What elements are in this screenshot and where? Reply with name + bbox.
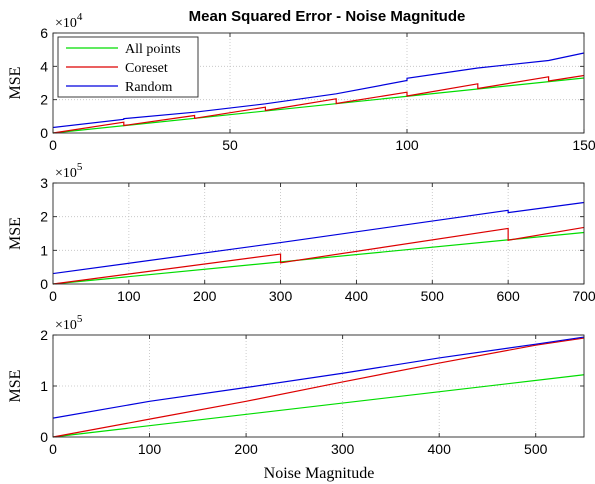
- x-tick-label: 200: [193, 288, 217, 304]
- y-tick-label: 6: [40, 25, 48, 41]
- axes-frame: [52, 32, 585, 134]
- x-tick-label: 100: [395, 137, 419, 153]
- x-tick-label: 100: [138, 441, 162, 457]
- chart-title: Mean Squared Error - Noise Magnitude: [189, 8, 466, 25]
- x-tick-label: 0: [49, 288, 57, 304]
- y-tick-label: 2: [40, 92, 48, 108]
- y-axis-exponent: ×105: [55, 313, 83, 333]
- series-line-all-points: [52, 77, 585, 134]
- legend: All points Coreset Random: [57, 36, 199, 98]
- x-axis-label: Noise Magnitude: [264, 465, 375, 482]
- x-tick-label: 700: [572, 288, 595, 304]
- subplot-2: 0 100 200 300 400 500 600 700 0 1 2 3 ×105 MSE: [7, 161, 595, 304]
- x-tick-label: 500: [421, 288, 445, 304]
- y-tick-label: 0: [40, 276, 48, 292]
- y-tick-label: 0: [40, 429, 48, 445]
- subplot-3: 0 100 200 300 400 500 0 1 2 ×105 MSE: [7, 313, 585, 457]
- x-tick-label: 400: [428, 441, 452, 457]
- x-tick-label: 400: [345, 288, 369, 304]
- axes-frame: [52, 182, 585, 285]
- legend-label: Random: [125, 80, 173, 95]
- series-line-all-points: [52, 231, 585, 285]
- series-line-random: [52, 201, 585, 275]
- y-axis-exponent: ×105: [55, 161, 83, 181]
- x-tick-label: 0: [49, 441, 57, 457]
- y-tick-label: 2: [40, 209, 48, 225]
- y-axis-exponent: ×104: [55, 11, 83, 31]
- legend-label: All points: [125, 42, 181, 57]
- y-axis-label: MSE: [7, 370, 24, 403]
- x-tick-label: 50: [222, 137, 238, 153]
- y-axis-exponent-power: 4: [77, 11, 83, 23]
- plot-area: [53, 335, 584, 437]
- x-tick-label: 300: [269, 288, 293, 304]
- y-tick-label: 4: [40, 58, 48, 74]
- series-line-random: [52, 52, 585, 129]
- x-tick-label: 500: [524, 441, 548, 457]
- subplot-1: 0 50 100 150 0 2 4 6 ×104 MSE All points Coreset Ran…: [7, 11, 595, 153]
- y-axis-label: MSE: [7, 67, 24, 100]
- plot-area: [53, 183, 584, 284]
- x-tick-label: 600: [496, 288, 520, 304]
- y-tick-label: 3: [40, 175, 48, 191]
- series-line-coreset: [52, 337, 585, 438]
- x-tick-label: 100: [117, 288, 141, 304]
- x-tick-label: 0: [49, 137, 57, 153]
- x-tick-label: 300: [331, 441, 355, 457]
- y-tick-label: 2: [40, 327, 48, 343]
- series-line-coreset: [52, 74, 585, 134]
- x-tick-label: 150: [572, 137, 595, 153]
- y-axis-label: MSE: [7, 217, 24, 250]
- series-line-random: [52, 336, 585, 419]
- y-axis-exponent-power: 5: [77, 313, 83, 325]
- y-tick-label: 0: [40, 125, 48, 141]
- y-tick-label: 1: [40, 378, 48, 394]
- series-line-all-points: [52, 374, 585, 438]
- series-line-coreset: [52, 226, 585, 285]
- y-axis-exponent-power: 5: [77, 161, 83, 173]
- x-tick-label: 200: [234, 441, 258, 457]
- legend-label: Coreset: [125, 61, 168, 76]
- y-tick-label: 1: [40, 242, 48, 258]
